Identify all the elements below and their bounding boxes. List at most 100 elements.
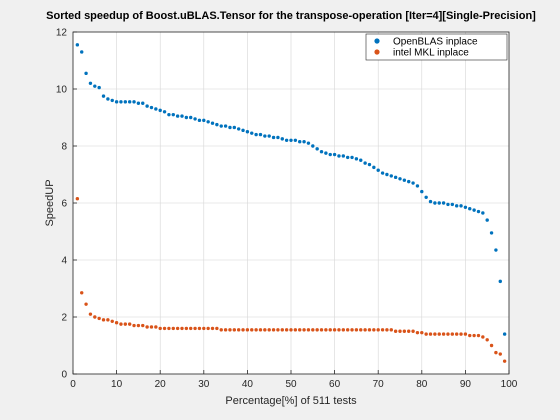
data-point: [106, 97, 110, 101]
data-point: [101, 94, 106, 98]
data-point: [219, 328, 223, 332]
data-point: [502, 359, 507, 363]
data-point: [158, 108, 162, 113]
x-axis-label: Percentage[%] of 511 tests: [225, 395, 357, 407]
legend-marker-openblas: [374, 38, 380, 44]
data-point: [472, 333, 476, 338]
data-point: [433, 332, 437, 336]
data-point: [324, 328, 328, 332]
data-point: [184, 115, 189, 120]
data-point: [162, 326, 167, 331]
data-point: [367, 162, 372, 167]
data-point: [315, 328, 319, 332]
data-point: [284, 138, 289, 142]
data-point: [450, 202, 455, 207]
data-point: [145, 104, 149, 108]
data-point: [80, 50, 84, 54]
data-point: [276, 328, 280, 332]
data-point: [437, 201, 441, 205]
data-point: [241, 328, 245, 332]
y-axis-label: SpeedUP: [44, 179, 56, 226]
y-tick-label: 4: [61, 256, 67, 267]
data-point: [254, 328, 258, 332]
legend-label-mkl: intel MKL inplace: [393, 48, 469, 59]
data-point: [376, 328, 380, 332]
data-point: [489, 231, 494, 235]
data-point: [241, 128, 245, 133]
data-point: [302, 328, 306, 332]
legend-box: [365, 33, 508, 61]
data-point: [398, 329, 402, 333]
data-point: [232, 328, 237, 332]
data-point: [341, 328, 346, 332]
data-point: [114, 321, 119, 325]
data-point: [223, 328, 228, 332]
data-point: [189, 115, 193, 120]
data-point: [184, 326, 189, 331]
data-point: [158, 326, 162, 331]
data-point: [132, 323, 136, 328]
data-point: [245, 130, 250, 134]
data-point: [402, 329, 407, 333]
data-point: [293, 138, 298, 142]
data-point: [154, 107, 158, 111]
data-point: [136, 101, 141, 105]
data-point: [276, 135, 280, 140]
data-point: [250, 131, 254, 135]
data-point: [398, 177, 402, 181]
data-point: [389, 174, 393, 178]
data-point: [311, 328, 315, 332]
data-point: [110, 98, 114, 103]
x-tick-label: 90: [460, 379, 472, 390]
data-point: [180, 326, 184, 331]
data-point: [459, 204, 463, 208]
data-point: [84, 302, 88, 306]
data-point: [123, 322, 128, 326]
data-point: [123, 100, 128, 104]
data-point: [359, 158, 363, 162]
x-tick-label: 100: [501, 379, 518, 390]
data-point: [167, 326, 171, 331]
x-tick-label: 40: [242, 379, 254, 390]
data-point: [415, 330, 420, 335]
data-point: [298, 328, 302, 332]
data-point: [141, 101, 145, 105]
data-point: [132, 100, 136, 104]
data-point: [228, 328, 232, 332]
y-tick-label: 6: [61, 199, 67, 210]
data-point: [407, 179, 411, 184]
x-tick-label: 70: [373, 379, 385, 390]
data-point: [468, 333, 472, 338]
data-point: [80, 291, 84, 295]
data-point: [380, 171, 385, 175]
data-point: [498, 279, 502, 284]
data-point: [289, 328, 293, 332]
data-point: [88, 312, 93, 316]
data-point: [263, 328, 267, 332]
data-point: [428, 332, 433, 336]
data-point: [110, 319, 114, 323]
data-point: [332, 328, 337, 332]
data-point: [215, 122, 219, 127]
data-point: [428, 199, 433, 204]
data-point: [345, 328, 350, 332]
data-point: [485, 218, 489, 222]
data-point: [402, 178, 407, 182]
data-point: [306, 141, 311, 145]
data-point: [75, 43, 80, 47]
legend-marker-mkl: [374, 49, 380, 55]
data-point: [450, 332, 455, 336]
data-point: [345, 155, 350, 160]
y-tick-label: 12: [56, 28, 68, 39]
data-series: [75, 43, 507, 363]
data-point: [485, 338, 489, 342]
y-tick-label: 2: [61, 313, 67, 324]
data-point: [271, 328, 276, 332]
data-point: [494, 350, 498, 355]
data-point: [232, 125, 237, 130]
data-point: [385, 328, 389, 332]
data-point: [441, 332, 446, 336]
data-point: [193, 117, 197, 121]
y-tick-label: 0: [61, 370, 67, 381]
data-point: [446, 202, 450, 207]
